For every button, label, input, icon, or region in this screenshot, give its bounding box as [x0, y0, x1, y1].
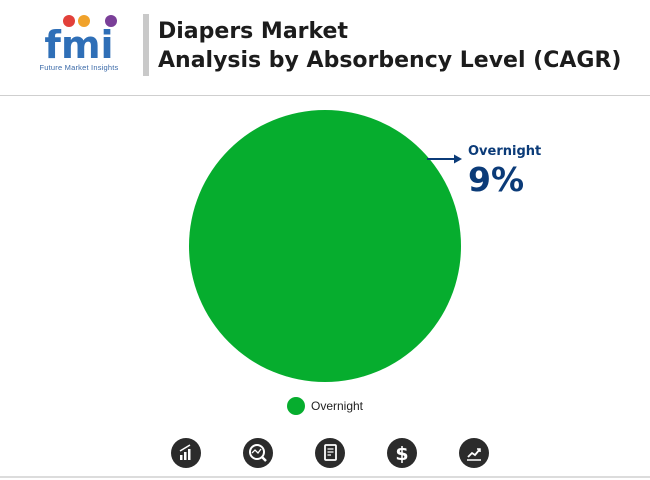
- svg-text:$: $: [395, 443, 408, 465]
- annotation-label: Overnight: [468, 144, 541, 159]
- legend-item: Overnight: [286, 397, 364, 415]
- header-divider: [143, 14, 149, 76]
- logo-tagline: Future Market Insights: [39, 63, 119, 72]
- pie-chart: Overnight 9%: [0, 96, 650, 426]
- annotation-value: 9%: [468, 160, 524, 199]
- chart-legend: Overnight: [0, 397, 650, 419]
- bar-chart-icon[interactable]: [171, 438, 201, 468]
- fmi-logo-mark: fmi: [44, 15, 117, 67]
- header-rule: [0, 95, 650, 96]
- dollar-icon[interactable]: $: [387, 438, 417, 468]
- footer-icon-row: $: [0, 435, 650, 471]
- logo-text: fmi: [44, 23, 113, 62]
- title-line-1: Diapers Market: [158, 19, 348, 44]
- footer-rule: [0, 476, 650, 478]
- pie-slice-overnight: [189, 110, 461, 382]
- fmi-logo: fmi Future Market Insights: [24, 12, 134, 78]
- document-icon[interactable]: [315, 438, 345, 468]
- title-line-2: Analysis by Absorbency Level (CAGR): [158, 48, 622, 73]
- annotation-arrowhead: [454, 154, 462, 164]
- page-title: Diapers Market Analysis by Absorbency Le…: [158, 17, 638, 75]
- header: fmi Future Market Insights Diapers Marke…: [0, 0, 650, 95]
- magnifier-chart-icon[interactable]: [243, 438, 273, 468]
- legend-swatch: [286, 397, 305, 415]
- legend-label: Overnight: [310, 399, 364, 413]
- trend-chart-icon[interactable]: [459, 438, 489, 468]
